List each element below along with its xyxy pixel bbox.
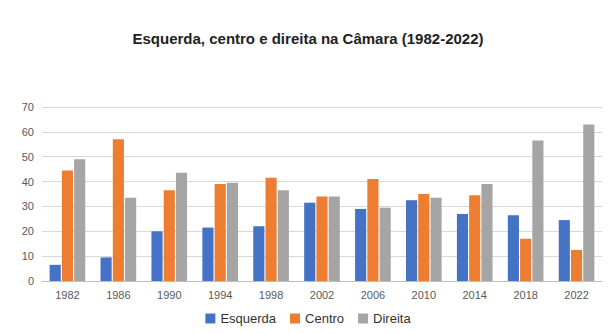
svg-text:1982: 1982 <box>55 289 79 301</box>
svg-text:Esquerda: Esquerda <box>220 311 276 326</box>
svg-text:1998: 1998 <box>259 289 283 301</box>
svg-text:2006: 2006 <box>361 289 385 301</box>
svg-text:1986: 1986 <box>106 289 130 301</box>
svg-text:2002: 2002 <box>310 289 334 301</box>
svg-text:Esquerda, centro e direita na: Esquerda, centro e direita na Câmara (19… <box>133 30 484 47</box>
svg-text:2010: 2010 <box>412 289 436 301</box>
svg-text:30: 30 <box>22 200 34 212</box>
svg-text:40: 40 <box>22 176 34 188</box>
svg-text:1990: 1990 <box>157 289 181 301</box>
svg-text:2022: 2022 <box>564 289 588 301</box>
svg-text:2014: 2014 <box>462 289 486 301</box>
svg-text:60: 60 <box>22 126 34 138</box>
svg-text:20: 20 <box>22 225 34 237</box>
svg-text:10: 10 <box>22 250 34 262</box>
svg-text:Direita: Direita <box>373 311 411 326</box>
svg-text:0: 0 <box>28 275 34 287</box>
svg-text:Centro: Centro <box>305 311 344 326</box>
svg-text:1994: 1994 <box>208 289 232 301</box>
svg-text:2018: 2018 <box>513 289 537 301</box>
svg-text:50: 50 <box>22 151 34 163</box>
svg-text:70: 70 <box>22 101 34 113</box>
